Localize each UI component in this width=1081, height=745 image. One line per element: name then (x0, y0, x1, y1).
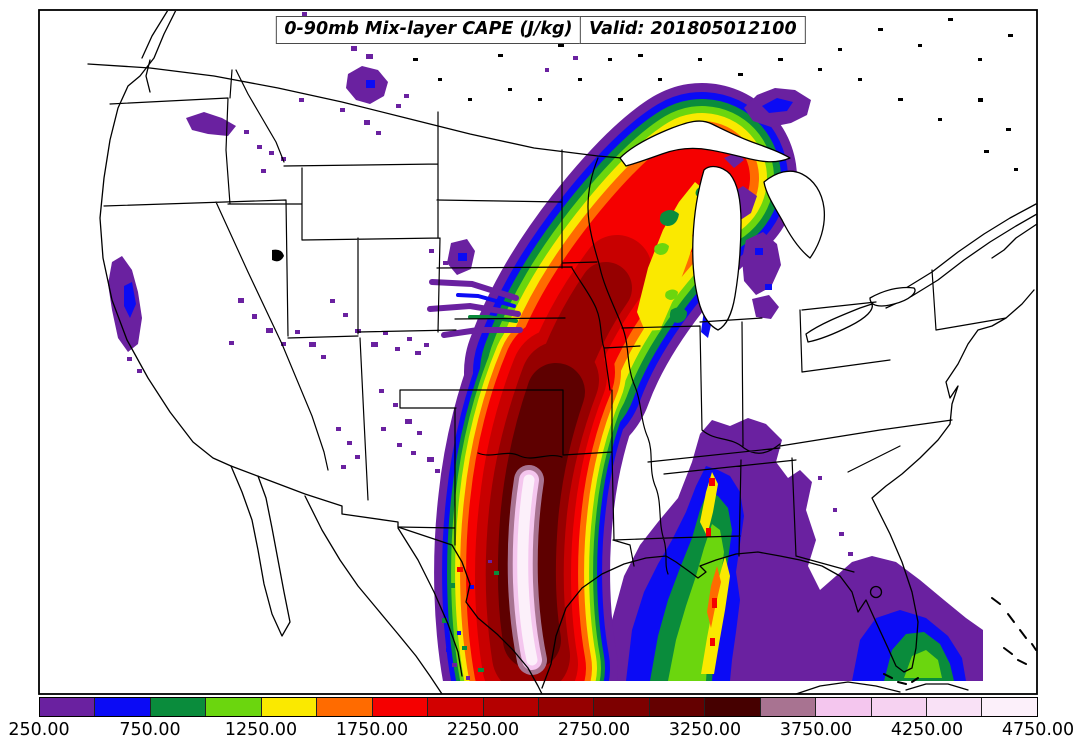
wisconsin-yellow-patch (637, 182, 707, 331)
colorbar-tick-label: 3750.00 (779, 720, 853, 740)
colorbar-cells (39, 697, 1038, 717)
vancouver-island-coast (141, 11, 169, 93)
gulf-cape-red-specks (706, 478, 717, 646)
us-canada-border (87, 63, 623, 159)
mexico-mottle-red (457, 556, 475, 572)
colorbar-segment (372, 698, 429, 716)
lake-okeechobee (869, 585, 883, 599)
feather-purple (427, 279, 523, 338)
colorbar-segment (483, 698, 539, 716)
texas-max-core (507, 465, 547, 675)
gulf-cape-green-light (668, 524, 942, 681)
gulf-and-atlantic-coastline (541, 289, 1035, 689)
colorbar-segment (760, 698, 817, 716)
colorbar-segment (150, 698, 207, 716)
cape-filled-field (40, 12, 1036, 694)
gulf-cape-green-dark (650, 490, 954, 681)
gulf-cape-orange-streak (707, 566, 721, 628)
colorbar-segment (538, 698, 595, 716)
baja-peninsula-coast (230, 465, 291, 637)
us-mexico-border (230, 465, 543, 694)
colorbar-tick-label: 2750.00 (557, 720, 631, 740)
wisconsin-green-light-spots (654, 243, 678, 300)
colorbar-segment (261, 698, 318, 716)
lake-superior (619, 120, 791, 167)
title-valid-time: Valid: 201805012100 (579, 16, 806, 44)
colorbar-segment (816, 698, 872, 716)
ontario-blue-streak (762, 98, 793, 113)
washington-purple-patch (186, 112, 249, 136)
plot-frame (38, 9, 1038, 695)
lake-huron (763, 170, 826, 259)
colorbar-segment (317, 698, 373, 716)
lake-erie (805, 303, 873, 343)
colorbar-segment (982, 698, 1037, 716)
mexico-mainland-coast (304, 495, 443, 694)
colorbar-segment (649, 698, 706, 716)
colorbar-tick-label: 1250.00 (224, 720, 298, 740)
montana-purple-patch (340, 66, 409, 112)
nebraska-blue-dot (458, 253, 467, 261)
colorbar-segment (871, 698, 927, 716)
colorbar-segment (705, 698, 761, 716)
nw-feather-streaks (427, 279, 523, 338)
florida-keys-and-bahamas (883, 597, 1037, 685)
colorbar-tick-label: 750.00 (119, 720, 181, 740)
geography-lines (87, 11, 1037, 694)
sierra-blue-core (124, 282, 136, 318)
state-borders (103, 69, 1007, 575)
colorbar-segment (927, 698, 983, 716)
colorbar-tick-label: 4250.00 (890, 720, 964, 740)
data-domain-bottom-gap (40, 681, 1036, 694)
colorbar-tick-label: 2250.00 (446, 720, 520, 740)
lake-ontario (869, 286, 916, 307)
title-parameter: 0-90mb Mix-layer CAPE (J/kg) (275, 16, 582, 44)
colorbar-segment (206, 698, 262, 716)
title-box: 0-90mb Mix-layer CAPE (J/kg) Valid: 2018… (275, 16, 806, 44)
pacific-coastline (99, 11, 232, 467)
feather-blue (456, 293, 516, 308)
maine-coastline (991, 223, 1037, 259)
colorbar-tick-label: 3250.00 (668, 720, 742, 740)
wisconsin-green-dark-spots (659, 186, 709, 323)
feather-green (468, 315, 518, 323)
gulf-cape-yellow-streaks (700, 472, 730, 674)
colorbar-ticklabels: 250.00 750.00 1250.00 1750.00 2250.00 2750.00… (8, 720, 1074, 742)
texas-core-white-center (517, 474, 538, 666)
montana-blue-dot (366, 80, 375, 88)
colorbar-tick-label: 1750.00 (335, 720, 409, 740)
colorbar-segment (40, 698, 96, 716)
colorbar-segment (594, 698, 650, 716)
michigan-blue-specks (755, 248, 772, 290)
colorbar-segment (95, 698, 151, 716)
cuba-coastline (795, 681, 969, 694)
colorbar-tick-label: 4750.00 (1001, 720, 1075, 740)
colorbar-tick-label: 250.00 (8, 720, 70, 740)
mexico-interior-border (397, 527, 463, 677)
colorbar-segment (428, 698, 484, 716)
